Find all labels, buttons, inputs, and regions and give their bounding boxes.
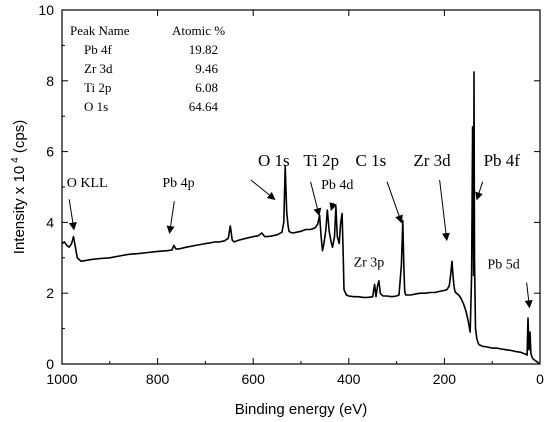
annotation-zr-3d: Zr 3d: [413, 151, 451, 170]
y-axis-label-unit: (cps): [11, 120, 28, 158]
annotation-arrow-zr-3d: [439, 179, 450, 242]
table-header-peak-name: Peak Name: [70, 23, 130, 38]
y-axis-label-exponent: 4: [10, 157, 21, 163]
y-axis-label-main: Intensity x 10: [11, 166, 28, 254]
table-cell-peak: Zr 3d: [84, 61, 113, 76]
x-tick-label: 200: [433, 371, 457, 387]
x-tick-label: 600: [242, 371, 266, 387]
annotation-pb-4d: Pb 4d: [321, 178, 353, 193]
annotation-arrow-o-1s: [250, 179, 276, 201]
annotation-arrow-ti-2p: [310, 181, 322, 217]
annotation-arrow-pb-4p: [166, 201, 175, 235]
annotation-arrow-pb-4d: [329, 202, 338, 211]
annotation-c-1s: C 1s: [355, 151, 386, 170]
annotation-arrow-pb-5d: [524, 282, 533, 309]
annotation-ti-2p: Ti 2p: [303, 151, 339, 170]
x-tick-label: 1000: [46, 371, 77, 387]
x-tick-label: 400: [337, 371, 361, 387]
series-line-xps-spectrum: [61, 71, 540, 364]
annotation-pb-5d: Pb 5d: [487, 257, 519, 272]
table-cell-peak: O 1s: [84, 99, 108, 114]
annotation-o-1s: O 1s: [258, 151, 290, 170]
table-cell-value: 64.64: [189, 99, 219, 114]
y-tick-label: 6: [46, 144, 54, 160]
annotation-o-kll: O KLL: [67, 176, 108, 191]
annotation-arrow-o-kll: [68, 199, 77, 231]
y-tick-label: 8: [46, 73, 54, 89]
annotation-pb-4f: Pb 4f: [484, 151, 521, 170]
table-cell-peak: Ti 2p: [84, 80, 111, 95]
peak-annotations: O KLL Pb 4p O 1s Ti 2p Pb 4dC 1s Zr 3d Pb 4f Zr…: [67, 151, 533, 309]
y-axis-ticks: 0 2 4 6 8 10: [38, 2, 540, 372]
table-cell-value: 19.82: [189, 42, 218, 57]
plot-frame: [61, 9, 541, 365]
annotation-arrow-pb-4f: [475, 181, 484, 201]
y-tick-label: 10: [38, 2, 54, 18]
y-tick-label: 0: [46, 356, 54, 372]
x-tick-label: 800: [146, 371, 170, 387]
x-axis-ticks: 1000 800 600 400 200 0: [46, 10, 544, 387]
table-cell-value: 6.08: [195, 80, 218, 95]
x-axis-label: Binding energy (eV): [235, 401, 368, 418]
x-tick-label: 0: [536, 371, 544, 387]
y-axis-label: Intensity x 10 4 (cps): [10, 120, 28, 254]
atomic-composition-table: Peak Name Atomic % Pb 4f 19.82 Zr 3d 9.4…: [70, 23, 225, 114]
annotation-arrow-c-1s: [386, 181, 403, 224]
table-cell-value: 9.46: [195, 61, 218, 76]
annotation-zr-3p: Zr 3p: [354, 256, 385, 271]
table-header-atomic-percent: Atomic %: [172, 23, 225, 38]
y-tick-label: 4: [46, 214, 54, 230]
annotation-pb-4p: Pb 4p: [162, 176, 194, 191]
table-cell-peak: Pb 4f: [84, 42, 112, 57]
y-tick-label: 2: [46, 285, 54, 301]
